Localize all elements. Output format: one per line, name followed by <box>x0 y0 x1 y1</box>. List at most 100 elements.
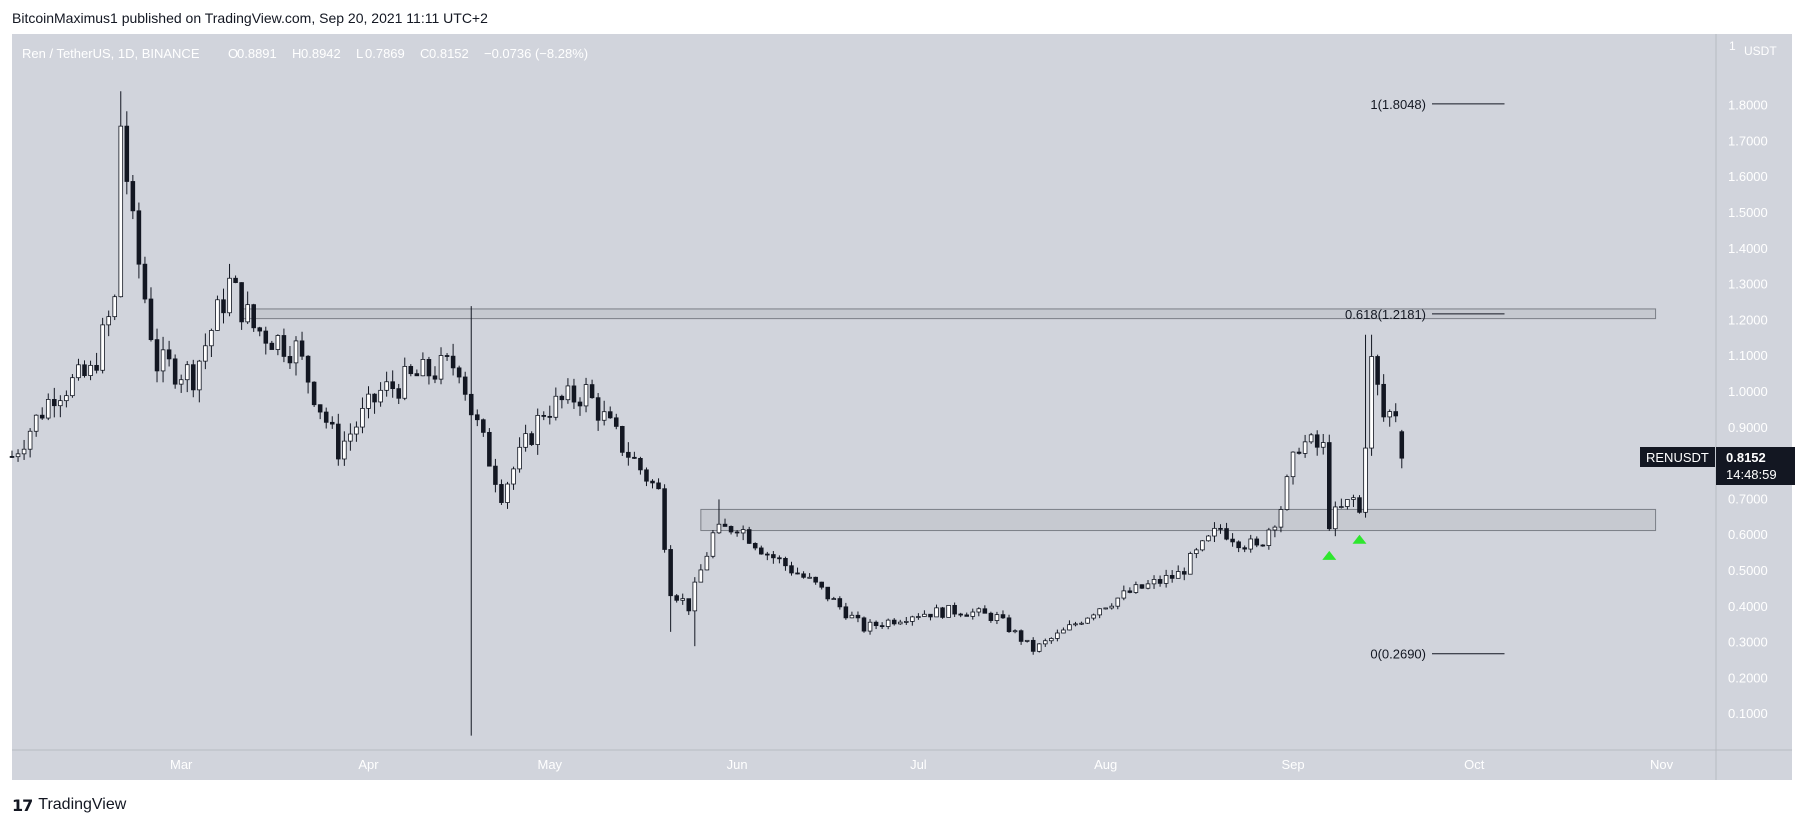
candle-up <box>1036 643 1042 652</box>
candle-down <box>613 417 619 427</box>
candle-up <box>76 364 81 379</box>
candle-down <box>1139 584 1145 589</box>
candle-up <box>535 415 540 445</box>
candle-up <box>885 619 891 627</box>
candle-up <box>1308 434 1314 443</box>
candle-down <box>311 381 317 406</box>
price-tick-label: 0.7000 <box>1728 491 1768 506</box>
candle-down <box>789 565 794 574</box>
candle-down <box>499 484 504 503</box>
candle-down <box>444 355 450 357</box>
candle-down <box>372 393 377 403</box>
price-axis-top-tick-fragment: 1 <box>1729 39 1736 53</box>
legend-low-label: L <box>356 46 363 61</box>
price-tick-label: 1.4000 <box>1728 241 1768 256</box>
candle-up <box>994 614 1000 621</box>
candle-up <box>601 411 607 421</box>
candle-up <box>922 613 927 617</box>
candle-down <box>1242 547 1247 550</box>
candle-up <box>342 440 347 460</box>
candle-down <box>1169 574 1175 579</box>
candle-down <box>819 581 824 588</box>
candle-down <box>299 340 305 357</box>
candle-up <box>1284 476 1290 510</box>
candle-down <box>1127 590 1133 593</box>
candle-up <box>523 433 528 448</box>
support-resistance-zone[interactable] <box>700 508 1657 532</box>
candle-up <box>1115 597 1121 607</box>
candle-down <box>1018 630 1024 642</box>
candle-down <box>952 604 957 615</box>
candle-up <box>1151 579 1157 585</box>
candle-up <box>1272 526 1278 531</box>
footer-brand[interactable]: 17 TradingView <box>12 794 126 816</box>
candle-down <box>426 359 432 377</box>
time-tick-label: Sep <box>1281 757 1304 772</box>
candle-up <box>88 364 93 376</box>
candle-down <box>1230 538 1235 543</box>
candle-up <box>1333 506 1338 530</box>
price-tick-label: 0.2000 <box>1728 670 1768 685</box>
plot-background <box>12 34 1716 750</box>
candle-up <box>976 608 982 613</box>
footer-brand-text: TradingView <box>38 796 127 813</box>
candle-down <box>662 488 667 550</box>
candle-up <box>197 360 202 391</box>
candle-down <box>481 419 486 433</box>
fib-level-label: 0.618(1.2181) <box>1345 307 1426 322</box>
candle-down <box>771 554 776 559</box>
candle-up <box>209 330 214 347</box>
candle-down <box>39 414 45 419</box>
legend-close-label: C <box>420 46 429 61</box>
candle-down <box>644 469 649 482</box>
candle-up <box>970 611 976 617</box>
candle-down <box>855 614 861 619</box>
price-axis-background[interactable] <box>1716 34 1792 780</box>
candle-down <box>559 395 565 401</box>
candle-down <box>468 393 474 416</box>
candle-up <box>360 408 365 428</box>
candle-down <box>1224 528 1229 540</box>
candle-down <box>281 335 287 357</box>
candle-down <box>124 125 130 182</box>
price-tick-label: 0.4000 <box>1728 599 1768 614</box>
price-axis-ticks: 0.1000 0.2000 0.3000 0.4000 0.5000 0.6000 0.70… <box>1728 98 1768 722</box>
candle-up <box>21 448 27 455</box>
candle-down <box>191 364 196 391</box>
candle-down <box>1030 639 1036 652</box>
candle-up <box>106 316 111 326</box>
price-tick-label: 1.7000 <box>1728 133 1768 148</box>
legend-high-label: H <box>292 46 301 61</box>
symbol-legend: Ren / TetherUS, 1D, BINANCE O 0.8891 H 0… <box>22 46 588 61</box>
candle-up <box>740 529 746 534</box>
candle-down <box>136 210 142 265</box>
price-tag[interactable]: RENUSDT 0.8152 14:48:59 <box>1640 447 1795 485</box>
candle-up <box>1133 584 1139 593</box>
candle-down <box>795 572 800 575</box>
candle-down <box>239 282 244 323</box>
candle-up <box>1188 553 1193 575</box>
candle-up <box>1248 538 1253 550</box>
candle-up <box>583 384 589 407</box>
candle-up <box>716 523 722 534</box>
candle-down <box>263 330 269 344</box>
candle-up <box>1320 442 1326 448</box>
price-tick-label: 0.5000 <box>1728 563 1768 578</box>
up-arrow-marker <box>1352 534 1367 544</box>
candle-down <box>964 614 969 617</box>
candle-up <box>348 433 353 442</box>
price-tick-label: 1.8000 <box>1728 98 1768 113</box>
candle-up <box>354 426 359 435</box>
candle-down <box>432 375 438 380</box>
time-axis-background[interactable] <box>12 750 1716 780</box>
candle-up <box>916 616 921 618</box>
candle-down <box>1260 544 1266 547</box>
time-tick-label: Oct <box>1464 757 1485 772</box>
candle-down <box>1218 527 1223 530</box>
candle-down <box>879 625 885 628</box>
candle-up <box>1175 571 1181 579</box>
candle-down <box>891 619 897 625</box>
candle-down <box>783 557 788 567</box>
candle-down <box>765 553 770 556</box>
